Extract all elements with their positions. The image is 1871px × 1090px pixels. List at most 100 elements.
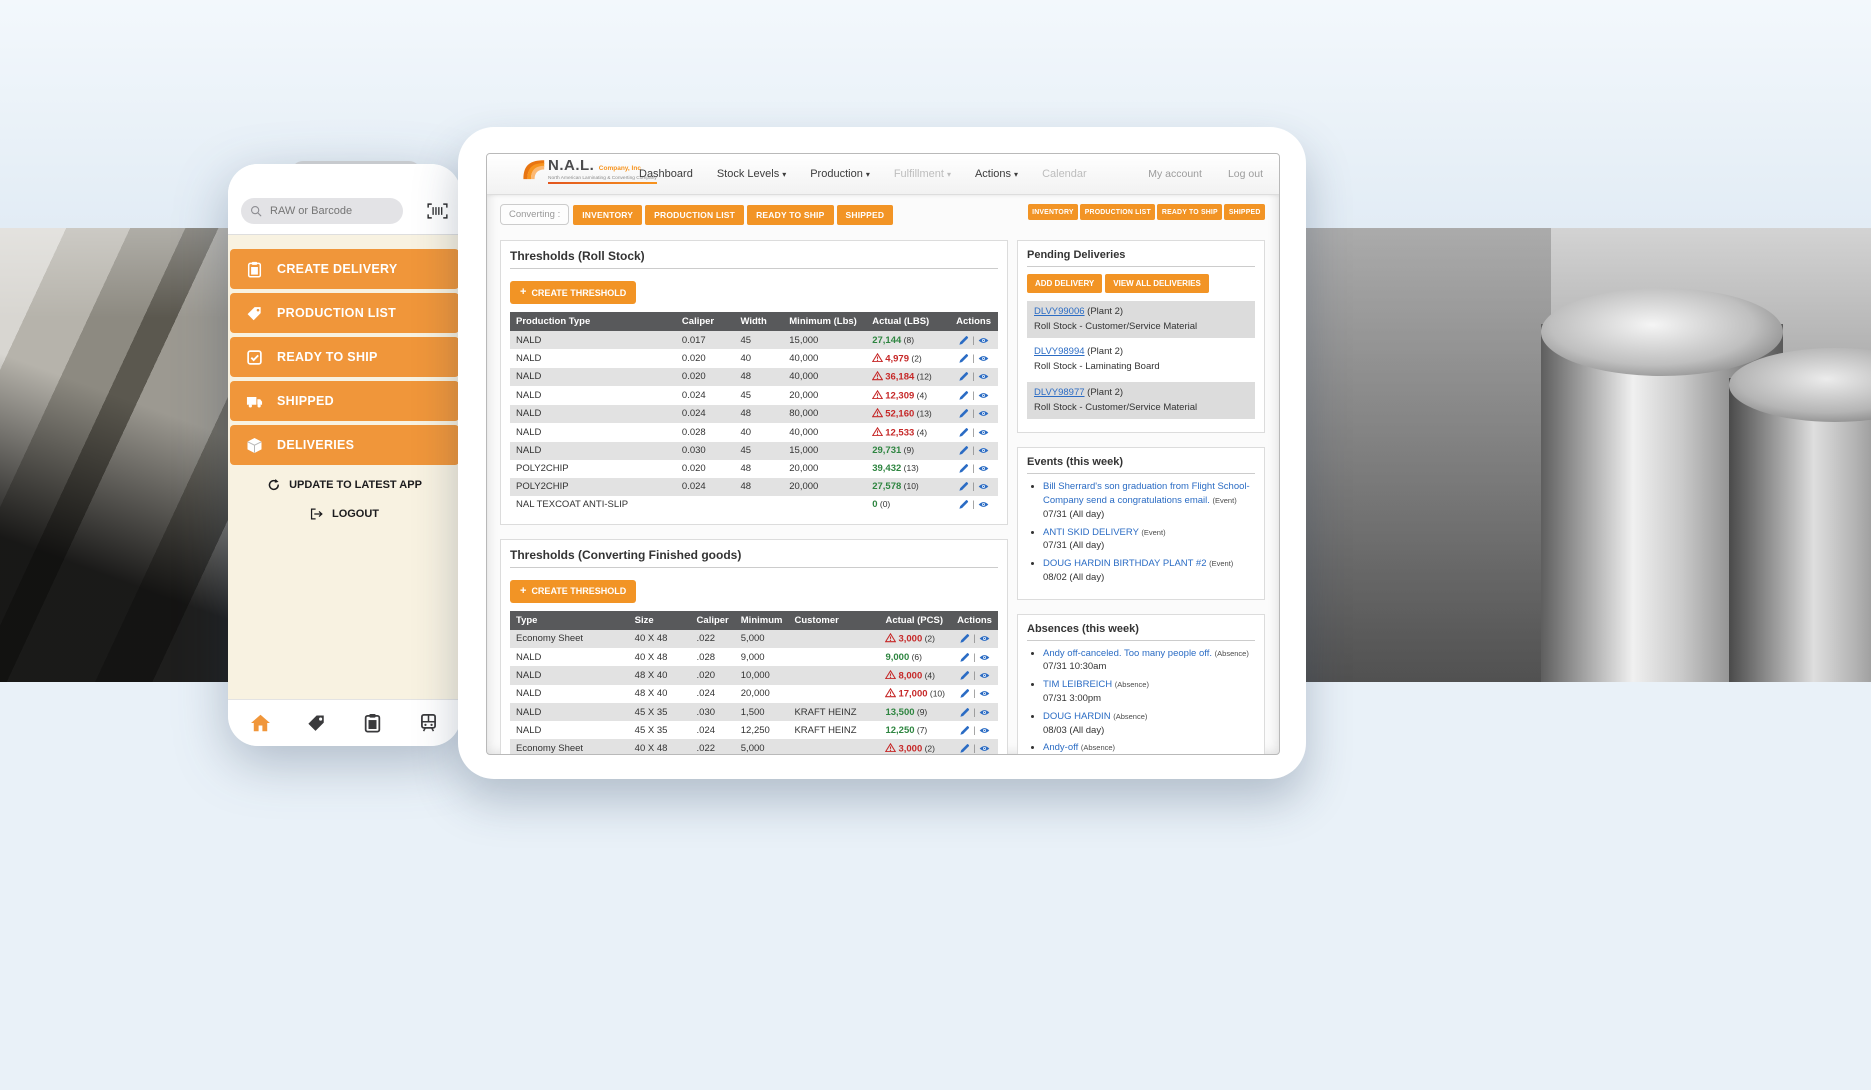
view-button[interactable] xyxy=(978,353,989,364)
tabbar-tram-icon[interactable] xyxy=(418,713,439,733)
edit-button[interactable] xyxy=(958,353,969,364)
main-column: Thresholds (Roll Stock) + CREATE THRESHO… xyxy=(500,240,1008,754)
link-label: UPDATE TO LATEST APP xyxy=(289,479,422,491)
caliper-cell: 0.030 xyxy=(675,441,735,460)
view-button[interactable] xyxy=(978,371,989,382)
tab-inventory[interactable]: INVENTORY xyxy=(573,204,643,225)
tab-ready-to-ship[interactable]: READY TO SHIP xyxy=(747,204,834,225)
view-button[interactable] xyxy=(979,707,990,718)
delivery-desc: Roll Stock - Customer/Service Material xyxy=(1034,401,1198,413)
edit-button[interactable] xyxy=(958,390,969,401)
edit-button[interactable] xyxy=(958,499,969,510)
create-threshold-button[interactable]: + CREATE THRESHOLD xyxy=(510,579,637,603)
edit-button[interactable] xyxy=(959,688,970,699)
view-button[interactable] xyxy=(978,463,989,474)
view-button[interactable] xyxy=(979,743,990,754)
edit-button[interactable] xyxy=(959,652,970,663)
barcode-scan-icon[interactable] xyxy=(427,202,448,220)
table-header-row: Type Size Caliper Minimum Customer Actual (PC… xyxy=(510,610,998,630)
edit-button[interactable] xyxy=(958,408,969,419)
tab-shipped[interactable]: SHIPPED xyxy=(836,204,894,225)
absence-link[interactable]: Andy-off xyxy=(1043,742,1081,754)
tab-production-list[interactable]: PRODUCTION LIST xyxy=(645,204,745,225)
edit-button[interactable] xyxy=(959,743,970,754)
tabbar-home-icon[interactable] xyxy=(250,713,271,733)
actual-count: (10) xyxy=(927,688,945,699)
search-input[interactable] xyxy=(268,204,384,218)
menu-ready-to-ship[interactable]: READY TO SHIP xyxy=(230,337,459,377)
view-all-deliveries-button[interactable]: VIEW ALL DELIVERIES xyxy=(1105,274,1209,293)
menu-create-delivery[interactable]: CREATE DELIVERY xyxy=(230,249,459,289)
delivery-link[interactable]: DLVY99006 xyxy=(1034,306,1085,317)
view-button[interactable] xyxy=(978,408,989,419)
log-out-link[interactable]: Log out xyxy=(1227,168,1263,180)
view-button[interactable] xyxy=(978,427,989,438)
clipboard-icon xyxy=(246,261,263,278)
action-divider: | xyxy=(972,426,975,437)
delivery-link[interactable]: DLVY98994 xyxy=(1034,346,1085,358)
link-logout[interactable]: LOGOUT xyxy=(310,507,379,521)
view-button[interactable] xyxy=(979,670,990,681)
tab-ready-to-ship[interactable]: READY TO SHIP xyxy=(1157,204,1223,220)
actual-value: 0 xyxy=(872,499,878,511)
view-button[interactable] xyxy=(978,499,989,510)
nav-dashboard[interactable]: Dashboard xyxy=(639,168,693,180)
view-button[interactable] xyxy=(978,481,989,492)
logo-text: N.A.L. Company, Inc North American Lamin… xyxy=(548,157,657,184)
edit-button[interactable] xyxy=(958,427,969,438)
package-icon xyxy=(246,437,263,454)
nav-actions[interactable]: Actions ▾ xyxy=(974,168,1019,180)
event-link[interactable]: ANTI SKID DELIVERY xyxy=(1043,526,1142,538)
link-update-to-latest-app[interactable]: UPDATE TO LATEST APP xyxy=(267,478,422,492)
view-button[interactable] xyxy=(979,688,990,699)
create-threshold-button[interactable]: + CREATE THRESHOLD xyxy=(510,281,637,304)
edit-button[interactable] xyxy=(958,481,969,492)
nal-logo[interactable]: N.A.L. Company, Inc North American Lamin… xyxy=(521,157,657,184)
view-button[interactable] xyxy=(978,445,989,456)
delivery-link[interactable]: DLVY98977 xyxy=(1034,386,1085,398)
event-link[interactable]: Bill Sherrard's son graduation from Flig… xyxy=(1043,481,1250,507)
add-delivery-button[interactable]: ADD DELIVERY xyxy=(1027,274,1103,293)
event-item: DOUG HARDIN BIRTHDAY PLANT #2 (Event) 08/… xyxy=(1043,557,1255,585)
event-link[interactable]: DOUG HARDIN BIRTHDAY PLANT #2 xyxy=(1043,558,1210,570)
menu-shipped[interactable]: SHIPPED xyxy=(230,381,459,421)
search-input-wrapper[interactable] xyxy=(241,198,403,224)
nav-production[interactable]: Production ▾ xyxy=(810,168,870,180)
caliper-cell: .022 xyxy=(690,739,735,754)
view-button[interactable] xyxy=(979,652,990,663)
menu-deliveries[interactable]: DELIVERIES xyxy=(230,425,459,465)
view-button[interactable] xyxy=(978,390,989,401)
absence-link[interactable]: DOUG HARDIN xyxy=(1043,710,1114,722)
tabbar-tag-icon[interactable] xyxy=(306,713,327,733)
tab-shipped[interactable]: SHIPPED xyxy=(1224,204,1265,220)
table-row: Economy Sheet 40 X 48.022 5,000 3,000 (2) | xyxy=(510,739,998,754)
edit-button[interactable] xyxy=(959,707,970,718)
tab-production-list[interactable]: PRODUCTION LIST xyxy=(1080,204,1156,220)
tab-inventory[interactable]: INVENTORY xyxy=(1027,204,1079,220)
view-button[interactable] xyxy=(979,633,990,644)
edit-button[interactable] xyxy=(958,463,969,474)
menu-production-list[interactable]: PRODUCTION LIST xyxy=(230,293,459,333)
delivery-item: DLVY98994 (Plant 2) Roll Stock - Laminati… xyxy=(1027,341,1255,378)
minimum-cell: 15,000 xyxy=(783,331,867,350)
nav-fulfillment[interactable]: Fulfillment ▾ xyxy=(893,168,951,180)
my-account-link[interactable]: My account xyxy=(1148,168,1202,180)
caliper-cell: .020 xyxy=(690,666,735,685)
absence-link[interactable]: TIM LEIBREICH xyxy=(1043,679,1115,691)
absence-link[interactable]: Andy off-canceled. Too many people off. xyxy=(1043,647,1215,659)
edit-button[interactable] xyxy=(958,371,969,382)
actual-value: 36,184 xyxy=(885,371,915,383)
edit-button[interactable] xyxy=(959,633,970,644)
edit-button[interactable] xyxy=(958,445,969,456)
edit-button[interactable] xyxy=(959,670,970,681)
view-button[interactable] xyxy=(978,335,989,346)
tabbar-clipboard-icon[interactable] xyxy=(362,713,383,733)
nav-calendar[interactable]: Calendar xyxy=(1042,168,1087,180)
account-links: My account Log out xyxy=(1148,154,1263,194)
nav-stock-levels[interactable]: Stock Levels ▾ xyxy=(716,168,787,180)
edit-button[interactable] xyxy=(958,335,969,346)
edit-button[interactable] xyxy=(959,725,970,736)
customer-cell xyxy=(788,648,879,666)
view-button[interactable] xyxy=(979,725,990,736)
width-cell: 45 xyxy=(734,441,784,460)
